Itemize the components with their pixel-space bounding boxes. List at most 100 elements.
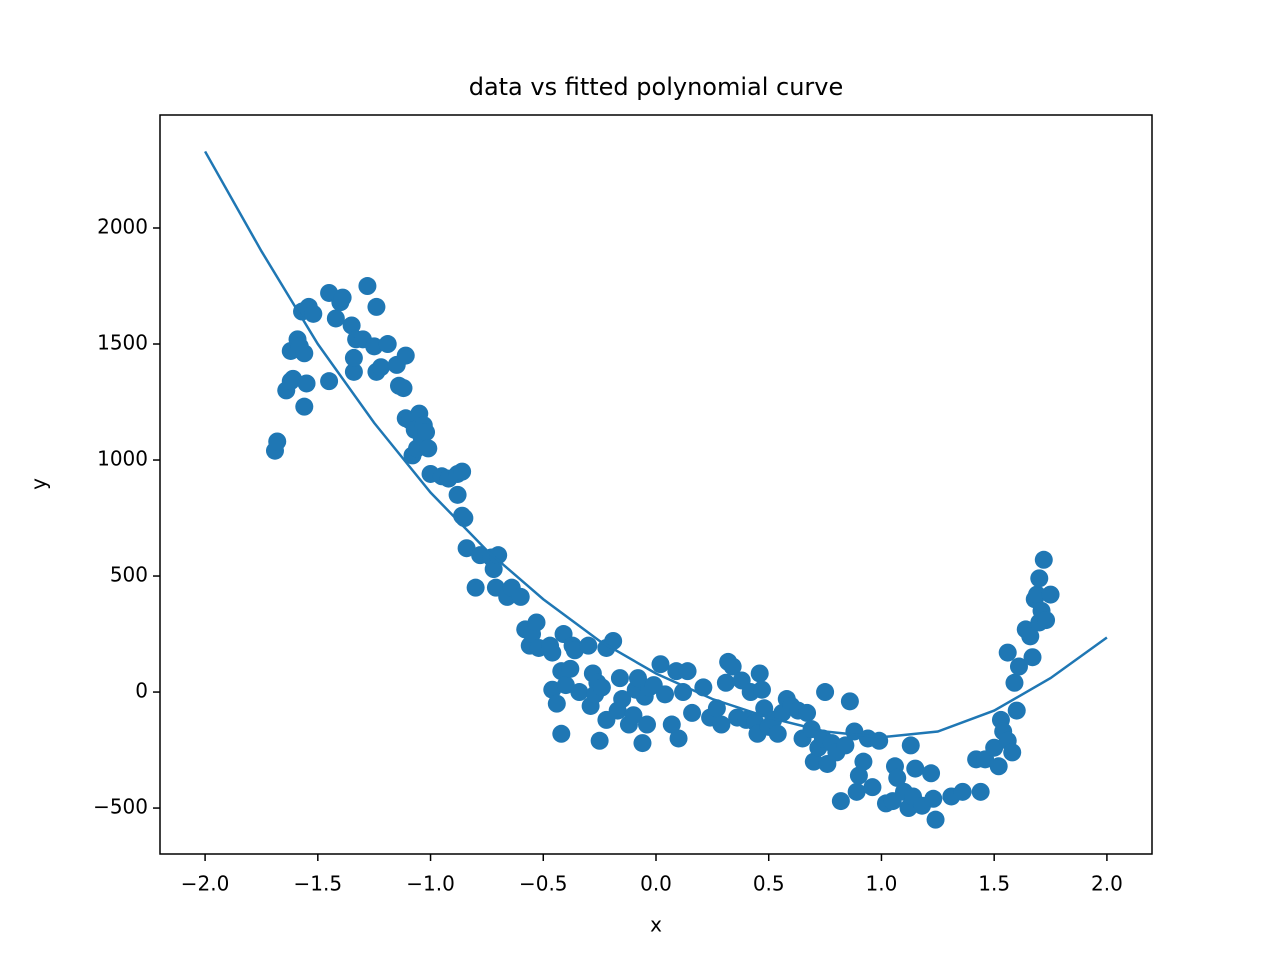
scatter-point	[295, 344, 314, 363]
scatter-point	[561, 659, 580, 678]
axes-frame	[159, 114, 1153, 855]
x-tick-label: −1.5	[294, 872, 343, 896]
scatter-point	[854, 752, 873, 771]
scatter-point	[1005, 673, 1024, 692]
scatter-point	[455, 509, 474, 528]
x-tick-label: 1.5	[978, 872, 1010, 896]
x-tick-label: −2.0	[181, 872, 230, 896]
x-tick-label: −0.5	[519, 872, 568, 896]
scatter-point	[610, 669, 629, 688]
x-tick-label: −1.0	[406, 872, 455, 896]
scatter-point	[466, 578, 485, 597]
scatter-point	[768, 724, 787, 743]
scatter-point	[1003, 743, 1022, 762]
scatter-point	[527, 613, 546, 632]
scatter-point	[1041, 585, 1060, 604]
scatter-point	[556, 676, 575, 695]
scatter-point	[342, 316, 361, 335]
scatter-point	[840, 692, 859, 711]
scatter-point	[723, 657, 742, 676]
scatter-point	[637, 715, 656, 734]
scatter-point	[998, 643, 1017, 662]
scatter-point	[378, 335, 397, 354]
scatter-point	[870, 731, 889, 750]
scatter-point	[604, 632, 623, 651]
scatter-point	[683, 703, 702, 722]
scatter-point	[448, 485, 467, 504]
scatter-point	[579, 636, 598, 655]
scatter-point	[804, 752, 823, 771]
scatter-point	[924, 789, 943, 808]
y-tick-label: 500	[110, 563, 148, 587]
scatter-point	[295, 397, 314, 416]
x-axis-label: x	[650, 913, 662, 937]
y-tick-label: 1500	[97, 331, 148, 355]
x-tick-label: 0.0	[640, 872, 672, 896]
scatter-point	[863, 778, 882, 797]
scatter-point	[326, 309, 345, 328]
scatter-point	[901, 736, 920, 755]
scatter-point	[344, 362, 363, 381]
scatter-point	[971, 782, 990, 801]
scatter-point	[985, 738, 1004, 757]
scatter-point	[396, 346, 415, 365]
scatter-point	[511, 587, 530, 606]
scatter-point	[1037, 611, 1056, 630]
scatter-point	[333, 288, 352, 307]
scatter-point	[926, 810, 945, 829]
scatter-point	[297, 374, 316, 393]
scatter-point	[371, 358, 390, 377]
y-tick-label: 0	[135, 679, 148, 703]
scatter-point	[365, 337, 384, 356]
scatter-point	[624, 706, 643, 725]
scatter-point	[1023, 648, 1042, 667]
scatter-point	[304, 304, 323, 323]
scatter-point	[989, 757, 1008, 776]
scatter-point	[1009, 657, 1028, 676]
scatter-point	[484, 560, 503, 579]
scatter-point	[750, 664, 769, 683]
scatter-point	[1030, 569, 1049, 588]
scatter-point	[489, 546, 508, 565]
scatter-point	[358, 277, 377, 296]
scatter-point	[656, 685, 675, 704]
y-tick-label: 2000	[97, 214, 148, 238]
scatter-point	[457, 539, 476, 558]
scatter-point	[716, 673, 735, 692]
scatter-point	[1028, 585, 1047, 604]
scatter-point	[922, 764, 941, 783]
scatter-point	[906, 759, 925, 778]
scatter-point	[816, 683, 835, 702]
scatter-point	[847, 782, 866, 801]
scatter-point	[419, 439, 438, 458]
scatter-point	[651, 655, 670, 674]
scatter-point	[798, 703, 817, 722]
x-tick-label: 2.0	[1091, 872, 1123, 896]
y-tick-label: 1000	[97, 447, 148, 471]
scatter-point	[953, 782, 972, 801]
scatter-point	[669, 729, 688, 748]
y-axis-label: y	[27, 478, 51, 490]
scatter-point	[284, 369, 303, 388]
chart-title: data vs fitted polynomial curve	[469, 73, 844, 101]
scatter-point	[590, 731, 609, 750]
y-tick-label: −500	[93, 795, 148, 819]
scatter-point	[394, 379, 413, 398]
scatter-point	[344, 348, 363, 367]
scatter-point	[752, 680, 771, 699]
scatter-point	[1007, 701, 1026, 720]
scatter-point	[662, 715, 681, 734]
scatter-point	[543, 680, 562, 699]
scatter-point	[552, 724, 571, 743]
scatter-point	[707, 699, 726, 718]
scatter-point	[849, 766, 868, 785]
scatter-point	[417, 423, 436, 442]
scatter-point	[320, 372, 339, 391]
fit-line	[204, 150, 1108, 739]
scatter-point	[565, 641, 584, 660]
scatter-point	[543, 643, 562, 662]
scatter-point	[547, 694, 566, 713]
scatter-point	[268, 432, 287, 451]
